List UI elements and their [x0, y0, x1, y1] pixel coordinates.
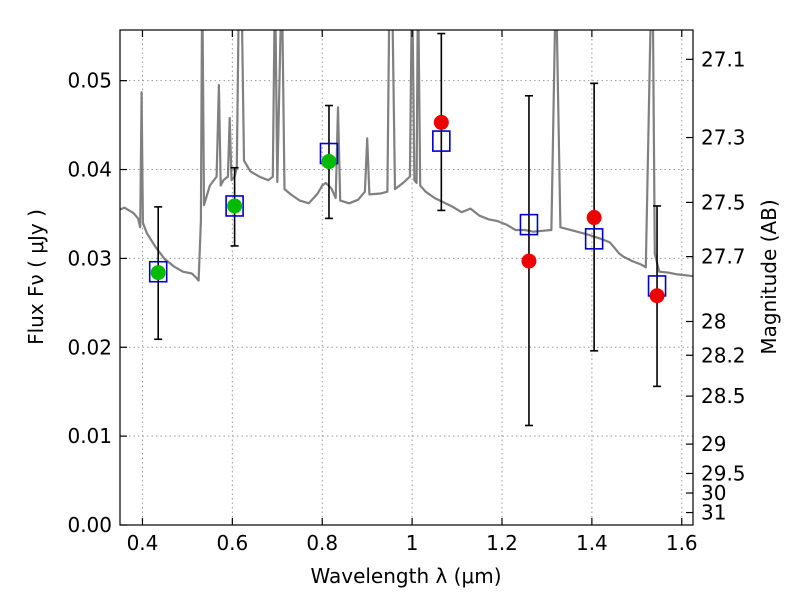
x-tick-label: 1.4: [576, 531, 608, 555]
data-markers: [148, 114, 667, 304]
y-axis-left: 0.00 0.01 0.02 0.03 0.04 0.05: [67, 69, 127, 537]
green-point: [150, 265, 166, 281]
red-point: [649, 288, 665, 304]
x-tick-label: 1: [406, 531, 419, 555]
y-tick-label: 0.03: [67, 246, 112, 270]
right-tick-label: 28: [701, 309, 726, 333]
right-tick-label: 28.5: [701, 384, 746, 408]
open-square-marker: [519, 213, 539, 236]
y-tick-label: 0.01: [67, 424, 112, 448]
right-tick-label: 27.1: [701, 47, 746, 71]
y-tick-label: 0.05: [67, 69, 112, 93]
right-tick-label: 31: [701, 501, 726, 525]
spectrum-line: [120, 30, 693, 282]
right-tick-label: 27.7: [701, 245, 746, 269]
y-axis-title: Flux Fν ( μJy ): [24, 209, 48, 345]
y-tick-label: 0.04: [67, 158, 112, 182]
red-point: [521, 253, 537, 269]
open-square-marker: [148, 260, 168, 283]
open-square-marker: [225, 195, 244, 217]
right-tick-label: 29.5: [701, 461, 746, 485]
y-tick-label: 0.02: [67, 335, 112, 359]
green-point: [321, 154, 337, 170]
open-square-marker: [584, 228, 604, 250]
x-tick-label: 1.6: [666, 531, 698, 555]
right-tick-label: 27.5: [701, 190, 746, 214]
x-tick-label: 0.8: [306, 531, 338, 555]
x-tick-label: 0.4: [127, 531, 159, 555]
model-spectrum: [120, 30, 693, 282]
red-point: [433, 114, 449, 130]
right-tick-label: 30: [701, 481, 726, 505]
x-tick-label: 1.2: [486, 531, 518, 555]
green-point: [227, 198, 243, 214]
x-axis: 0.4 0.6 0.8 1 1.2 1.4 1.6: [127, 30, 698, 555]
right-tick-label: 29: [701, 432, 726, 456]
open-square-marker: [432, 130, 451, 152]
right-tick-label: 28.2: [701, 343, 746, 367]
right-tick-label: 27.3: [701, 126, 746, 150]
y-axis-right-title: Magnitude (AB): [757, 199, 781, 354]
red-point: [586, 210, 602, 226]
y-tick-label: 0.00: [67, 513, 112, 537]
x-axis-title: Wavelength λ (μm): [310, 564, 501, 588]
plot-frame: [119, 29, 694, 526]
x-tick-label: 0.6: [216, 531, 248, 555]
